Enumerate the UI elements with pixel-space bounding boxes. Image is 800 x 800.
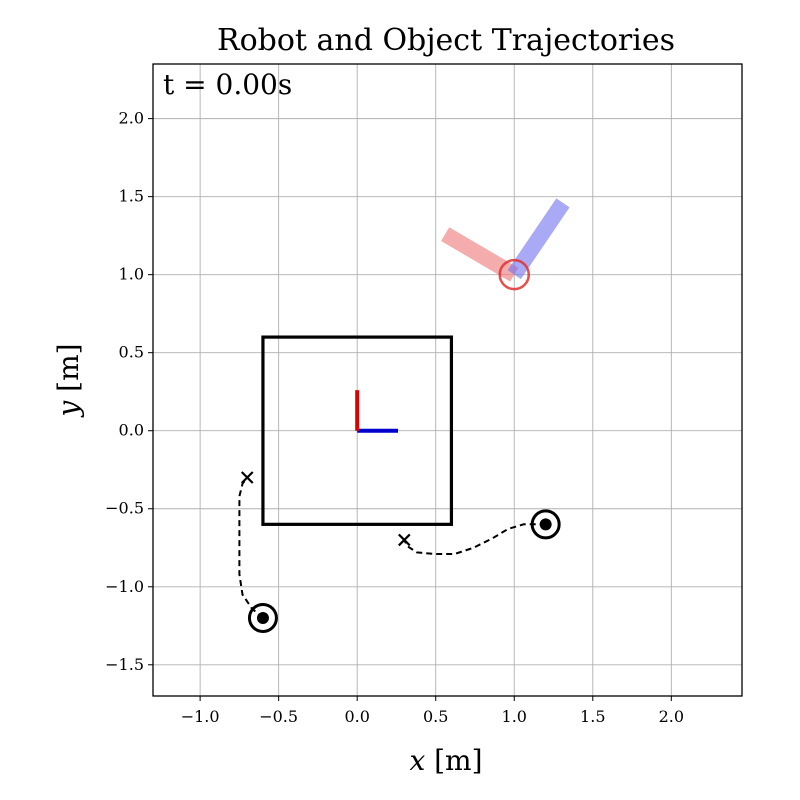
robot-arm-link-2 [507, 198, 570, 280]
y-tick-label: −1.0 [105, 577, 144, 596]
y-tick-label: 1.5 [119, 187, 144, 206]
y-tick-label: 2.0 [119, 109, 144, 128]
y-tick-label: 0.5 [119, 343, 144, 362]
trajectory-path-left [238, 476, 264, 619]
y-tick-label: 1.0 [119, 265, 144, 284]
x-tick-label: 1.0 [502, 707, 527, 726]
y-axis-label: y [m] [52, 343, 85, 418]
y-tick-label: −0.5 [105, 499, 144, 518]
x-axis-label: x [m] [409, 744, 482, 777]
trajectory-start-ring-left [247, 602, 278, 633]
x-axis-unit: [m] [425, 744, 482, 777]
time-readout: t = 0.00s [163, 68, 292, 101]
chart-title: Robot and Object Trajectories [217, 23, 675, 58]
trajectory-start-dot-right [539, 518, 552, 531]
x-axis-variable: x [409, 744, 425, 777]
y-axis-variable: y [52, 400, 85, 419]
trajectory-path-right [403, 523, 546, 555]
x-tick-label: 1.5 [580, 707, 605, 726]
axes-frame [152, 63, 743, 697]
grid [153, 64, 742, 696]
object-box [261, 335, 454, 526]
trajectory-start-dot-left [256, 611, 269, 624]
trajectory-goal-marker-right [398, 533, 411, 547]
plot-area [238, 198, 570, 633]
y-tick-label: 0.0 [119, 421, 144, 440]
trajectory-goal-marker-left [240, 471, 254, 484]
y-axis-unit: [m] [52, 343, 85, 400]
x-tick-label: 2.0 [659, 707, 684, 726]
robot-arm-link-1 [441, 227, 519, 282]
x-tick-label: 0.0 [344, 707, 369, 726]
x-tick-label: −1.0 [181, 707, 220, 726]
y-tick-label: −1.5 [105, 655, 144, 674]
trajectory-start-ring-right [530, 509, 561, 540]
robot-end-effector-circle [498, 258, 531, 291]
x-tick-label: −0.5 [259, 707, 298, 726]
x-tick-label: 0.5 [423, 707, 448, 726]
ticks: −1.0 −0.5 0.0 0.5 1.0 1.5 2.0 −1.5 −1.0 −0.5 0.0 0.… [105, 109, 684, 726]
